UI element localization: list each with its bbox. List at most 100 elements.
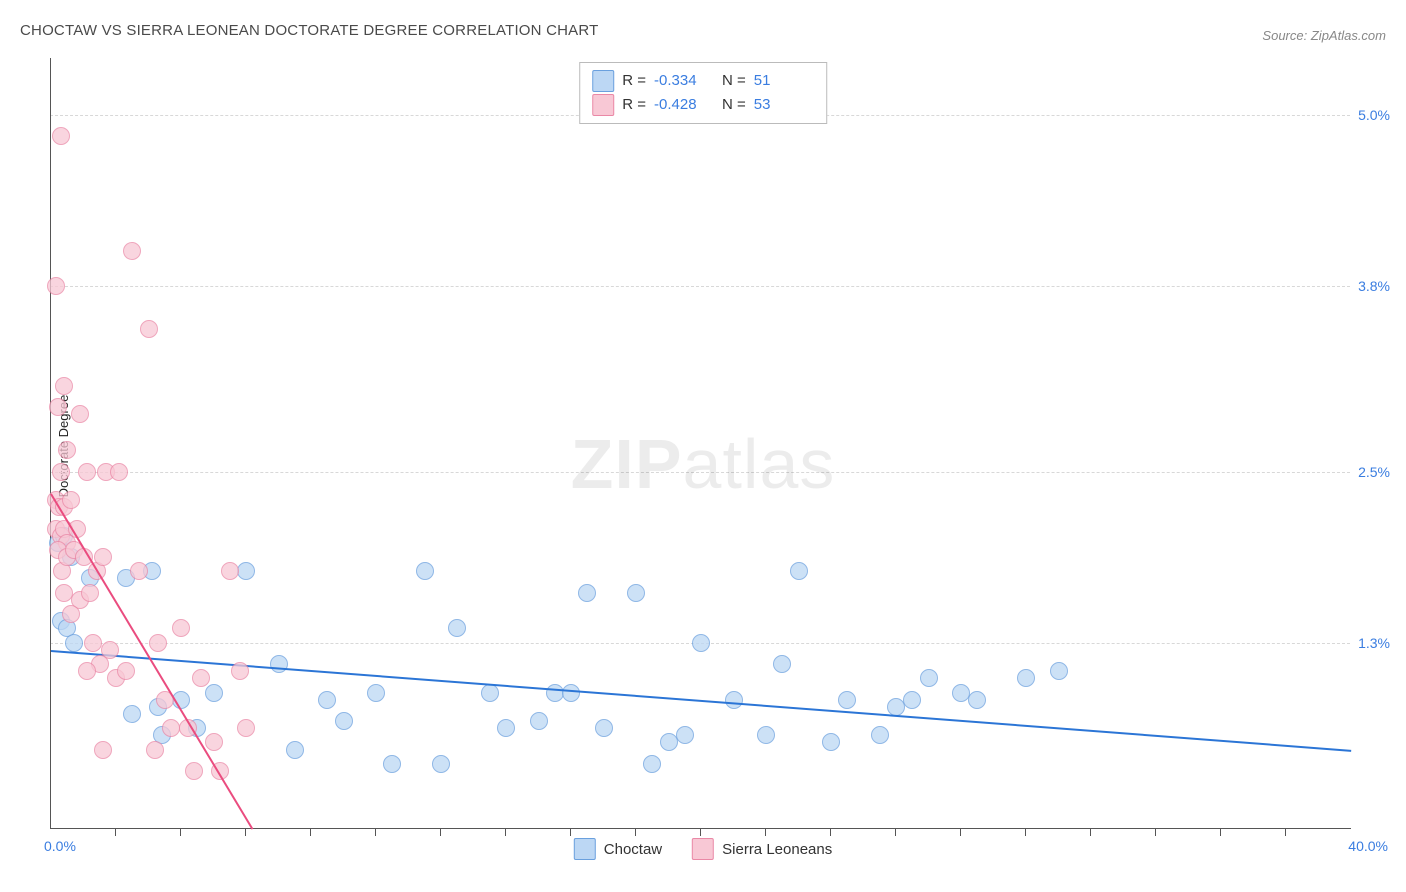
data-point: [162, 719, 180, 737]
x-minor-tick: [505, 828, 506, 836]
data-point: [383, 755, 401, 773]
series-legend: Choctaw Sierra Leoneans: [574, 838, 832, 860]
data-point: [643, 755, 661, 773]
data-point: [1017, 669, 1035, 687]
x-minor-tick: [1090, 828, 1091, 836]
x-minor-tick: [1155, 828, 1156, 836]
data-point: [140, 320, 158, 338]
x-minor-tick: [635, 828, 636, 836]
data-point: [871, 726, 889, 744]
data-point: [130, 562, 148, 580]
data-point: [110, 463, 128, 481]
data-point: [231, 662, 249, 680]
x-minor-tick: [1025, 828, 1026, 836]
data-point: [123, 705, 141, 723]
stats-legend: R = -0.334 N = 51 R = -0.428 N = 53: [579, 62, 827, 124]
data-point: [49, 398, 67, 416]
data-point: [94, 741, 112, 759]
legend-item-2: Sierra Leoneans: [692, 838, 832, 860]
x-minor-tick: [1220, 828, 1221, 836]
data-point: [101, 641, 119, 659]
data-point: [335, 712, 353, 730]
data-point: [221, 562, 239, 580]
x-minor-tick: [895, 828, 896, 836]
x-minor-tick: [700, 828, 701, 836]
data-point: [81, 584, 99, 602]
data-point: [117, 662, 135, 680]
source-attribution: Source: ZipAtlas.com: [1262, 28, 1386, 43]
data-point: [94, 548, 112, 566]
x-minor-tick: [375, 828, 376, 836]
x-minor-tick: [1285, 828, 1286, 836]
x-minor-tick: [245, 828, 246, 836]
data-point: [318, 691, 336, 709]
data-point: [205, 733, 223, 751]
stats-row-1: R = -0.334 N = 51: [592, 69, 814, 93]
data-point: [660, 733, 678, 751]
data-point: [71, 405, 89, 423]
data-point: [78, 662, 96, 680]
data-point: [1050, 662, 1068, 680]
data-point: [78, 463, 96, 481]
data-point: [123, 242, 141, 260]
data-point: [55, 377, 73, 395]
data-point: [497, 719, 515, 737]
data-point: [62, 491, 80, 509]
data-point: [903, 691, 921, 709]
x-minor-tick: [570, 828, 571, 836]
legend-label-1: Choctaw: [604, 841, 662, 858]
correlation-chart: CHOCTAW VS SIERRA LEONEAN DOCTORATE DEGR…: [0, 0, 1406, 892]
plot-area: [50, 58, 1351, 829]
data-point: [432, 755, 450, 773]
data-point: [367, 684, 385, 702]
data-point: [562, 684, 580, 702]
data-point: [676, 726, 694, 744]
data-point: [185, 762, 203, 780]
data-point: [838, 691, 856, 709]
data-point: [237, 719, 255, 737]
data-point: [822, 733, 840, 751]
y-tick-label: 1.3%: [1358, 635, 1390, 651]
y-tick-label: 2.5%: [1358, 464, 1390, 480]
x-minor-tick: [765, 828, 766, 836]
x-minor-tick: [115, 828, 116, 836]
swatch-series-1: [592, 70, 614, 92]
x-minor-tick: [960, 828, 961, 836]
legend-swatch-2: [692, 838, 714, 860]
data-point: [237, 562, 255, 580]
data-point: [172, 619, 190, 637]
x-tick-min: 0.0%: [44, 838, 76, 854]
stats-row-2: R = -0.428 N = 53: [592, 93, 814, 117]
data-point: [270, 655, 288, 673]
y-tick-label: 3.8%: [1358, 278, 1390, 294]
data-point: [52, 127, 70, 145]
y-tick-label: 5.0%: [1358, 107, 1390, 123]
data-point: [146, 741, 164, 759]
data-point: [62, 605, 80, 623]
data-point: [205, 684, 223, 702]
legend-swatch-1: [574, 838, 596, 860]
data-point: [790, 562, 808, 580]
data-point: [773, 655, 791, 673]
regression-line: [50, 493, 253, 829]
data-point: [968, 691, 986, 709]
x-minor-tick: [180, 828, 181, 836]
data-point: [530, 712, 548, 730]
data-point: [192, 669, 210, 687]
data-point: [725, 691, 743, 709]
data-point: [55, 584, 73, 602]
data-point: [627, 584, 645, 602]
data-point: [692, 634, 710, 652]
data-point: [595, 719, 613, 737]
x-minor-tick: [440, 828, 441, 836]
legend-label-2: Sierra Leoneans: [722, 841, 832, 858]
data-point: [58, 441, 76, 459]
chart-title: CHOCTAW VS SIERRA LEONEAN DOCTORATE DEGR…: [20, 22, 598, 39]
data-point: [47, 277, 65, 295]
data-point: [757, 726, 775, 744]
x-minor-tick: [310, 828, 311, 836]
x-minor-tick: [830, 828, 831, 836]
legend-item-1: Choctaw: [574, 838, 662, 860]
data-point: [65, 634, 83, 652]
data-point: [286, 741, 304, 759]
